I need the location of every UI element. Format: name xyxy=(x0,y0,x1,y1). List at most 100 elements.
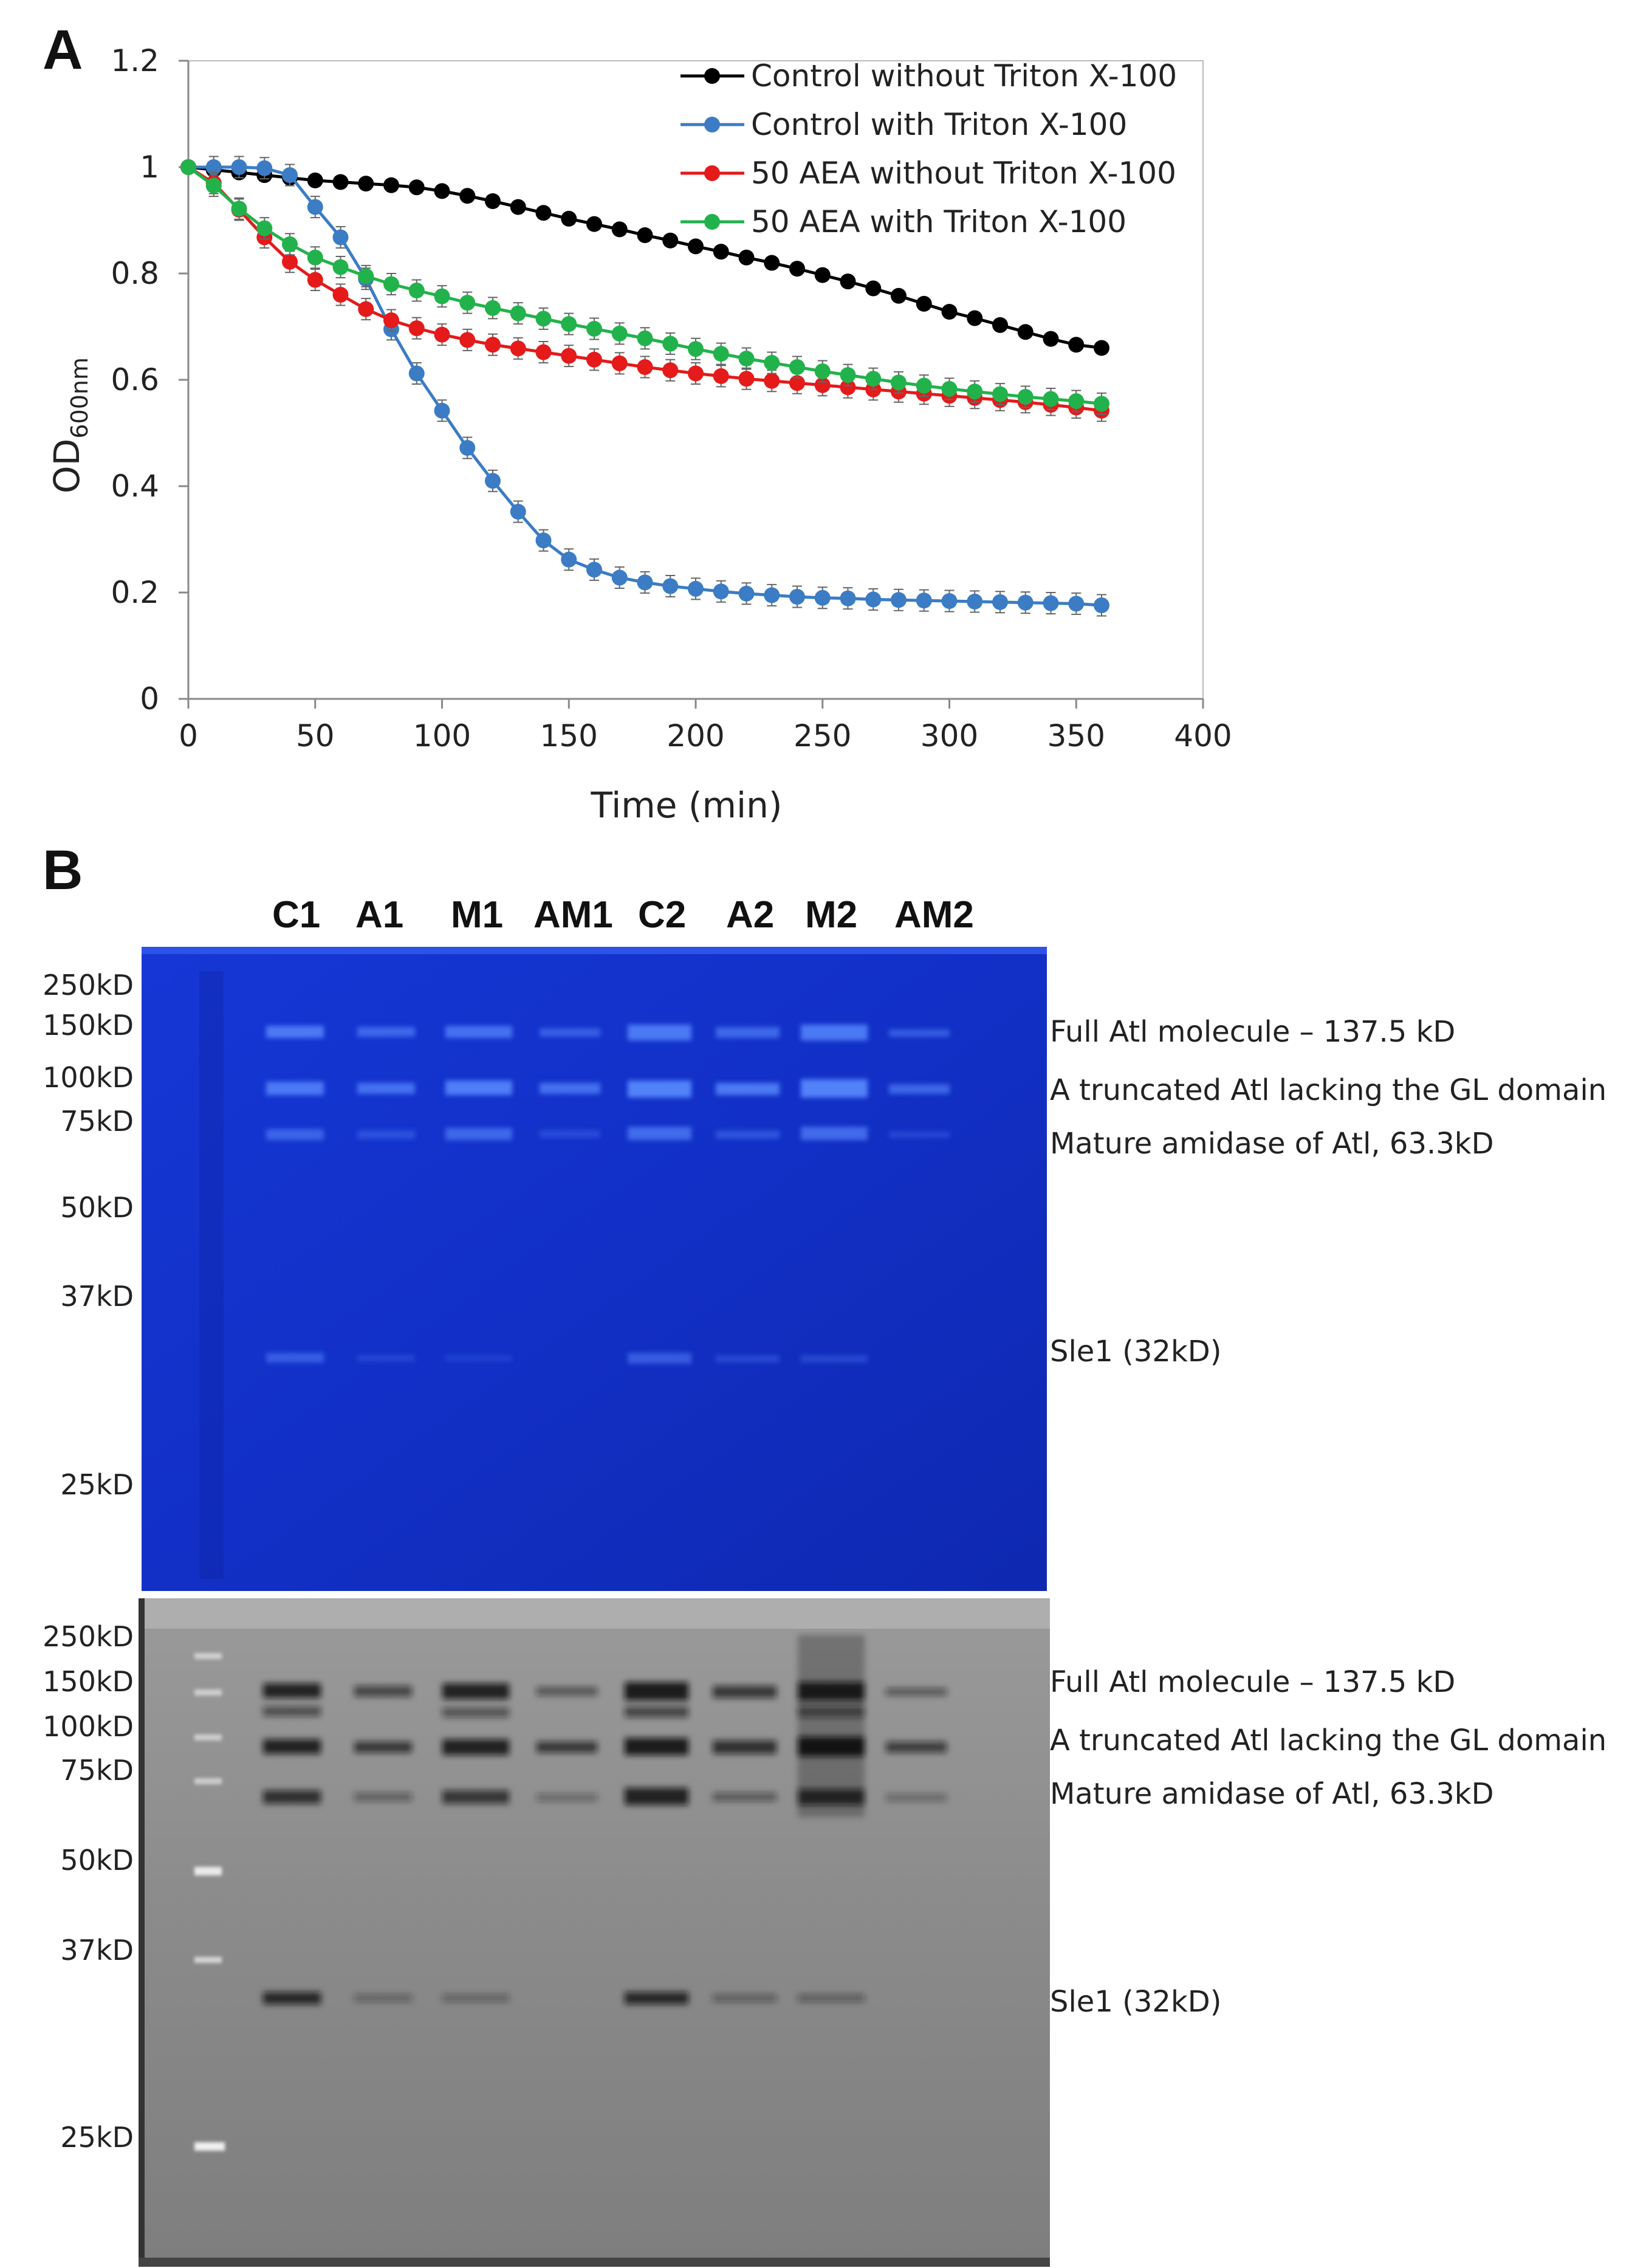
data-point xyxy=(738,249,755,266)
data-point xyxy=(713,244,729,260)
data-point xyxy=(840,590,856,607)
panel-label-b: B xyxy=(43,839,83,901)
data-point xyxy=(1017,389,1034,405)
series-group xyxy=(180,159,1109,415)
data-point xyxy=(586,562,602,578)
x-tick-label: 350 xyxy=(1047,718,1105,754)
data-point xyxy=(408,179,425,196)
data-point xyxy=(789,359,805,375)
data-point xyxy=(688,238,704,255)
band-annotation: Mature amidase of Atl, 63.3kD xyxy=(1050,1127,1494,1161)
data-point xyxy=(256,220,273,236)
lane-label: M1 xyxy=(451,894,504,936)
data-point xyxy=(637,359,653,375)
y-tick-label: 0.2 xyxy=(111,575,159,610)
data-point xyxy=(459,188,476,204)
lane-label: C1 xyxy=(272,894,321,936)
x-tick-label: 400 xyxy=(1174,718,1232,754)
data-point xyxy=(586,321,602,337)
band-annotation: Full Atl molecule – 137.5 kD xyxy=(1050,1015,1456,1049)
data-point xyxy=(891,592,907,608)
data-point xyxy=(256,160,273,176)
data-point xyxy=(231,159,247,175)
lane-label: C2 xyxy=(638,894,687,936)
band-annotation: A truncated Atl lacking the GL domain xyxy=(1050,1723,1607,1758)
data-point xyxy=(180,159,196,175)
data-point xyxy=(358,268,374,284)
marker-label: 50kD xyxy=(60,1191,134,1224)
data-point xyxy=(205,177,222,194)
data-point xyxy=(205,159,222,175)
band-annotation: Sle1 (32kD) xyxy=(1050,1985,1222,2019)
lane-label: M2 xyxy=(805,894,858,936)
series-line xyxy=(188,165,1102,349)
data-point xyxy=(231,201,247,217)
data-point xyxy=(840,273,856,290)
data-point xyxy=(1017,594,1034,611)
data-point xyxy=(814,377,831,393)
marker-label: 25kD xyxy=(60,1468,134,1501)
x-tick-label: 200 xyxy=(667,718,724,754)
data-point xyxy=(688,365,704,382)
data-point xyxy=(662,232,679,249)
data-point xyxy=(840,379,856,396)
legend-entry: Control without Triton X-100 xyxy=(681,58,1177,94)
data-point xyxy=(282,253,298,270)
x-tick-label: 100 xyxy=(413,718,471,754)
zymogram-gel-image xyxy=(139,1598,1050,2267)
data-point xyxy=(967,593,983,610)
band-annotation: Mature amidase of Atl, 63.3kD xyxy=(1050,1777,1494,1811)
data-point xyxy=(891,374,907,391)
data-point xyxy=(611,221,628,238)
data-point xyxy=(662,578,679,594)
marker-label: 100kD xyxy=(43,1061,134,1094)
band-annotation: A truncated Atl lacking the GL domain xyxy=(1050,1073,1607,1107)
data-point xyxy=(941,304,958,320)
data-point xyxy=(611,569,628,586)
data-point xyxy=(459,295,476,311)
lane-label: A1 xyxy=(355,894,404,936)
coomassie-gel-image xyxy=(142,947,1047,1591)
data-point xyxy=(1068,393,1085,409)
y-tick-label: 0 xyxy=(140,681,159,716)
data-point xyxy=(485,193,501,209)
data-point xyxy=(992,386,1008,402)
data-point xyxy=(383,276,399,292)
data-point xyxy=(1068,337,1085,353)
data-point xyxy=(738,371,755,387)
legend-swatch-marker xyxy=(704,214,720,230)
data-point xyxy=(738,585,755,602)
data-point xyxy=(789,261,805,277)
data-point xyxy=(764,355,780,371)
data-point xyxy=(967,310,983,326)
data-point xyxy=(434,402,450,419)
data-point xyxy=(383,177,399,193)
data-point xyxy=(764,587,780,603)
data-point xyxy=(764,255,780,271)
marker-label: 75kD xyxy=(60,1754,134,1787)
data-point xyxy=(941,593,958,609)
data-point xyxy=(383,312,399,328)
data-point xyxy=(307,272,323,288)
data-point xyxy=(713,368,729,384)
data-point xyxy=(637,227,653,243)
data-point xyxy=(992,594,1008,610)
data-point xyxy=(510,305,526,321)
data-point xyxy=(840,367,856,383)
data-point xyxy=(332,174,349,190)
data-point xyxy=(459,332,476,348)
marker-label: 250kD xyxy=(43,969,134,1002)
legend-label: Control with Triton X-100 xyxy=(751,107,1127,142)
data-point xyxy=(332,287,349,303)
series-group xyxy=(180,159,1109,422)
y-tick-label: 0.4 xyxy=(111,469,159,504)
data-point xyxy=(967,383,983,400)
data-point xyxy=(1043,391,1059,407)
x-tick-label: 0 xyxy=(179,718,198,754)
data-point xyxy=(307,172,323,188)
od-line-chart: 0 50 100 150 200 250 300 350 400 0 0.2 0.4 0.6 0.8 1 1.… xyxy=(46,43,1232,826)
data-point xyxy=(865,371,882,387)
data-point xyxy=(485,473,501,489)
data-point xyxy=(535,344,552,360)
data-point xyxy=(688,341,704,357)
